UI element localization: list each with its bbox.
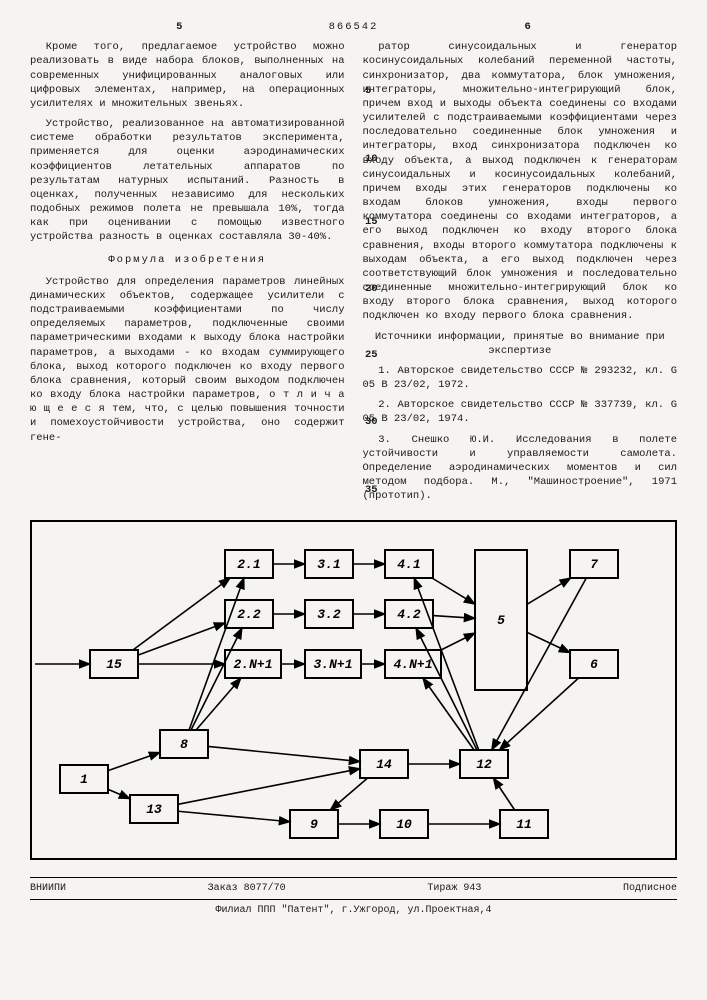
svg-text:14: 14 bbox=[376, 757, 392, 772]
paragraph: ратор синусоидальных и генератор косинус… bbox=[363, 40, 678, 323]
left-column: Кроме того, предлагаемое устройство можн… bbox=[30, 40, 345, 509]
line-number: 30 bbox=[365, 415, 378, 429]
line-number: 15 bbox=[365, 215, 378, 229]
left-col-number: 5 bbox=[30, 20, 329, 34]
footer-org: ВНИИПИ bbox=[30, 882, 66, 896]
formula-heading: Формула изобретения bbox=[30, 253, 345, 267]
paragraph: Устройство, реализованное на автоматизир… bbox=[30, 117, 345, 245]
footer-sub: Подписное bbox=[623, 882, 677, 896]
paragraph: Устройство для определения параметров ли… bbox=[30, 275, 345, 445]
line-number: 25 bbox=[365, 348, 378, 362]
right-col-number: 6 bbox=[378, 20, 677, 34]
line-number: 35 bbox=[365, 483, 378, 497]
svg-text:13: 13 bbox=[146, 802, 162, 817]
patent-number: 866542 bbox=[329, 20, 379, 34]
svg-text:11: 11 bbox=[516, 817, 532, 832]
line-number: 5 bbox=[365, 84, 371, 98]
svg-text:12: 12 bbox=[476, 757, 492, 772]
block-diagram: 15 2.1 2.2 2.N+1 3.1 3.2 3.N+1 4.1 4.2 4.N+1 5 6 7 1 8… bbox=[30, 520, 677, 865]
svg-text:8: 8 bbox=[180, 737, 188, 752]
reference-item: 3. Снешко Ю.И. Исследования в полете уст… bbox=[363, 433, 678, 504]
svg-text:2.2: 2.2 bbox=[237, 607, 261, 622]
footer-branch: Филиал ППП "Патент", г.Ужгород, ул.Проек… bbox=[30, 899, 677, 918]
svg-text:3.1: 3.1 bbox=[317, 557, 340, 572]
svg-text:7: 7 bbox=[590, 557, 598, 572]
svg-text:15: 15 bbox=[106, 657, 122, 672]
references-heading: Источники информации, принятые во вниман… bbox=[363, 330, 678, 358]
svg-text:3.2: 3.2 bbox=[317, 607, 341, 622]
footer-tirazh: Тираж 943 bbox=[427, 882, 481, 896]
svg-text:9: 9 bbox=[310, 817, 318, 832]
svg-text:2.1: 2.1 bbox=[237, 557, 260, 572]
footer-order: Заказ 8077/70 bbox=[208, 882, 286, 896]
svg-text:4.2: 4.2 bbox=[397, 607, 421, 622]
svg-text:6: 6 bbox=[590, 657, 598, 672]
svg-text:1: 1 bbox=[80, 772, 88, 787]
svg-text:5: 5 bbox=[497, 613, 505, 628]
svg-text:10: 10 bbox=[396, 817, 412, 832]
svg-text:3.N+1: 3.N+1 bbox=[313, 657, 352, 672]
reference-item: 1. Авторское свидетельство СССР № 293232… bbox=[363, 364, 678, 392]
text-columns: 5 10 15 20 25 30 35 Кроме того, предлага… bbox=[30, 40, 677, 509]
paragraph: Кроме того, предлагаемое устройство можн… bbox=[30, 40, 345, 111]
line-number: 10 bbox=[365, 152, 378, 166]
svg-text:4.1: 4.1 bbox=[397, 557, 420, 572]
svg-text:4.N+1: 4.N+1 bbox=[393, 657, 432, 672]
line-number: 20 bbox=[365, 282, 378, 296]
page-header: 5 866542 6 bbox=[30, 20, 677, 34]
reference-item: 2. Авторское свидетельство СССР № 337739… bbox=[363, 398, 678, 426]
right-column: ратор синусоидальных и генератор косинус… bbox=[363, 40, 678, 509]
svg-text:2.N+1: 2.N+1 bbox=[233, 657, 272, 672]
footer: ВНИИПИ Заказ 8077/70 Тираж 943 Подписное… bbox=[30, 877, 677, 918]
